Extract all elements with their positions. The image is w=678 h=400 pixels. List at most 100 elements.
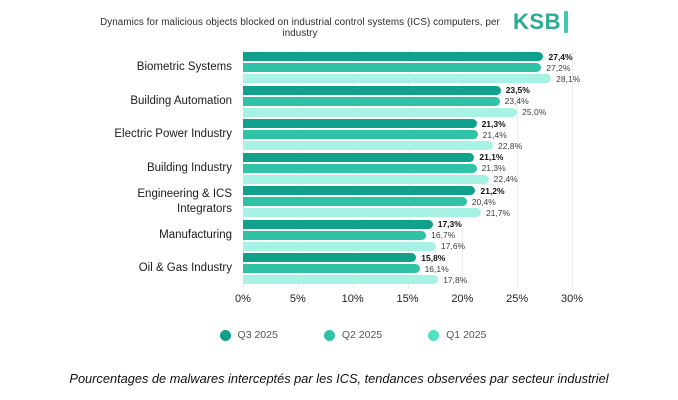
bar-q3-2025-manufacturing xyxy=(243,219,433,229)
value-label-q1-2025-manufacturing: 17,6% xyxy=(441,241,466,251)
value-label-q2-2025-electric-power-industry: 21,4% xyxy=(482,129,507,140)
value-label-q2-2025-engineering-ics-integrators: 20,4% xyxy=(471,196,496,207)
value-label-q1-2025-engineering-ics-integrators: 21,7% xyxy=(485,207,511,218)
legend-label-q1-2025: Q1 2025 xyxy=(446,329,487,341)
bar-q2-2025-electric-power-industry xyxy=(243,130,478,139)
legend: Q3 2025 Q2 2025 Q1 2025 xyxy=(0,329,678,341)
bar-line-q3-2025-building-industry: 21,1% xyxy=(243,152,572,162)
value-label-q2-2025-oil-gas-industry: 16,1% xyxy=(424,263,449,274)
bar-line-q1-2025-engineering-ics-integrators: 21,7% xyxy=(243,207,572,218)
bar-q2-2025-engineering-ics-integrators xyxy=(243,197,467,206)
bar-line-q1-2025-electric-power-industry: 22,8% xyxy=(243,140,572,151)
legend-item-q2-2025: Q2 2025 xyxy=(323,329,382,341)
bar-line-q1-2025-oil-gas-industry: 17,8% xyxy=(243,274,572,285)
bar-q1-2025-oil-gas-industry xyxy=(243,275,439,284)
row-engineering-ics-integrators: Engineering & ICS Integrators 21,2% 20,4% 2… xyxy=(81,185,678,218)
x-tick-10: 10% xyxy=(341,293,364,305)
ksb-logo-bar xyxy=(564,11,568,33)
category-label-manufacturing: Manufacturing xyxy=(159,228,232,241)
bar-line-q3-2025-manufacturing: 17,3% xyxy=(243,219,572,229)
value-label-q1-2025-oil-gas-industry: 17,8% xyxy=(443,274,468,285)
category-label-building-industry: Building Industry xyxy=(146,161,232,174)
bar-q2-2025-biometric-systems xyxy=(243,63,542,72)
row-building-automation: Building Automation 23,5% 23,4% 25,0% xyxy=(81,85,678,117)
legend-dot-q2-2025 xyxy=(323,329,335,341)
bar-line-q2-2025-building-industry: 21,3% xyxy=(243,163,572,173)
row-electric-power-industry: Electric Power Industry 21,3% 21,4% 22,8% xyxy=(81,118,678,151)
bar-line-q1-2025-building-industry: 22,4% xyxy=(243,174,572,184)
bar-q3-2025-building-automation xyxy=(243,85,501,95)
bar-q1-2025-building-automation xyxy=(243,107,518,117)
legend-dot-q1-2025 xyxy=(428,329,440,341)
bar-q2-2025-oil-gas-industry xyxy=(243,264,420,273)
bar-line-q2-2025-engineering-ics-integrators: 20,4% xyxy=(243,196,572,207)
x-tick-5: 5% xyxy=(289,293,306,305)
plot-biometric-systems: 27,4% 27,2% 28,1% xyxy=(243,51,580,84)
row-building-industry: Building Industry 21,1% 21,3% 22,4% xyxy=(81,152,678,184)
plot-oil-gas-industry: 15,8% 16,1% 17,8% xyxy=(243,252,572,285)
bar-q1-2025-manufacturing xyxy=(243,241,436,251)
row-oil-gas-industry: Oil & Gas Industry 15,8% 16,1% 17,8% xyxy=(81,252,678,285)
legend-item-q1-2025: Q1 2025 xyxy=(428,329,486,341)
bar-q3-2025-biometric-systems xyxy=(243,52,544,61)
bar-line-q1-2025-manufacturing: 17,6% xyxy=(243,241,572,251)
value-label-q1-2025-building-industry: 22,4% xyxy=(493,174,518,184)
bar-line-q2-2025-building-automation: 23,4% xyxy=(243,96,572,106)
value-label-q2-2025-building-automation: 23,4% xyxy=(504,96,529,106)
value-label-q3-2025-engineering-ics-integrators: 21,2% xyxy=(480,185,505,196)
bar-q3-2025-electric-power-industry xyxy=(243,119,477,128)
x-tick-0: 0% xyxy=(235,293,251,305)
bar-line-q3-2025-oil-gas-industry: 15,8% xyxy=(243,252,572,263)
bar-line-q3-2025-biometric-systems: 27,4% xyxy=(243,51,573,62)
row-biometric-systems: Biometric Systems 27,4% 27,2% 28,1% xyxy=(81,51,678,84)
bar-line-q1-2025-building-automation: 25,0% xyxy=(243,107,572,117)
bar-line-q2-2025-manufacturing: 16,7% xyxy=(243,230,572,240)
bar-line-q3-2025-building-automation: 23,5% xyxy=(243,85,572,95)
chart-title: Dynamics for malicious objects blocked o… xyxy=(100,17,500,39)
bar-q1-2025-building-industry xyxy=(243,174,489,184)
gridline-25 xyxy=(517,49,519,288)
value-label-q2-2025-building-industry: 21,3% xyxy=(481,163,506,173)
x-tick-20: 20% xyxy=(451,293,474,305)
gridline-30 xyxy=(572,49,573,288)
category-label-building-automation: Building Automation xyxy=(130,94,232,107)
value-label-q3-2025-electric-power-industry: 21,3% xyxy=(481,118,506,129)
bar-line-q3-2025-electric-power-industry: 21,3% xyxy=(243,118,572,129)
bar-q3-2025-oil-gas-industry xyxy=(243,253,417,262)
plot-building-automation: 23,5% 23,4% 25,0% xyxy=(243,85,572,117)
plot-building-industry: 21,1% 21,3% 22,4% xyxy=(243,152,572,184)
value-label-q3-2025-biometric-systems: 27,4% xyxy=(548,51,573,62)
bar-rows: Biometric Systems 27,4% 27,2% 28,1% Building… xyxy=(81,51,678,285)
value-label-q2-2025-manufacturing: 16,7% xyxy=(431,230,456,240)
value-label-q3-2025-oil-gas-industry: 15,8% xyxy=(421,252,446,263)
chart-body: Biometric Systems 27,4% 27,2% 28,1% Building… xyxy=(81,49,678,309)
x-axis: 0% 5% 10% 15% 20% 25% 30% xyxy=(235,293,583,309)
ksb-logo-text: KSB xyxy=(513,9,561,34)
bar-q3-2025-building-industry xyxy=(243,152,475,162)
bar-q2-2025-building-industry xyxy=(243,163,477,173)
legend-label-q3-2025: Q3 2025 xyxy=(237,329,278,341)
bar-line-q1-2025-biometric-systems: 28,1% xyxy=(243,74,580,84)
plot-electric-power-industry: 21,3% 21,4% 22,8% xyxy=(243,118,572,151)
bar-q1-2025-biometric-systems xyxy=(243,74,552,83)
bar-line-q2-2025-biometric-systems: 27,2% xyxy=(243,63,572,73)
value-label-q3-2025-building-automation: 23,5% xyxy=(505,85,530,95)
bar-q3-2025-engineering-ics-integrators xyxy=(243,186,476,195)
value-label-q3-2025-building-industry: 21,1% xyxy=(479,152,504,162)
row-manufacturing: Manufacturing 17,3% 16,7% 17,6% xyxy=(81,219,678,251)
category-label-biometric-systems: Biometric Systems xyxy=(136,61,232,74)
bar-line-q3-2025-engineering-ics-integrators: 21,2% xyxy=(243,185,572,196)
bar-q2-2025-building-automation xyxy=(243,96,500,106)
legend-item-q3-2025: Q3 2025 xyxy=(219,329,278,341)
x-tick-15: 15% xyxy=(396,293,419,305)
x-tick-30: 30% xyxy=(560,293,584,305)
value-label-q1-2025-building-automation: 25,0% xyxy=(522,107,547,117)
bar-q1-2025-engineering-ics-integrators xyxy=(243,208,481,217)
plot-engineering-ics-integrators: 21,2% 20,4% 21,7% xyxy=(243,185,572,218)
ksb-logo: KSB xyxy=(513,9,568,35)
value-label-q1-2025-electric-power-industry: 22,8% xyxy=(498,140,523,151)
legend-dot-q3-2025 xyxy=(219,329,231,341)
bar-line-q2-2025-oil-gas-industry: 16,1% xyxy=(243,263,572,274)
bar-line-q2-2025-electric-power-industry: 21,4% xyxy=(243,129,572,140)
